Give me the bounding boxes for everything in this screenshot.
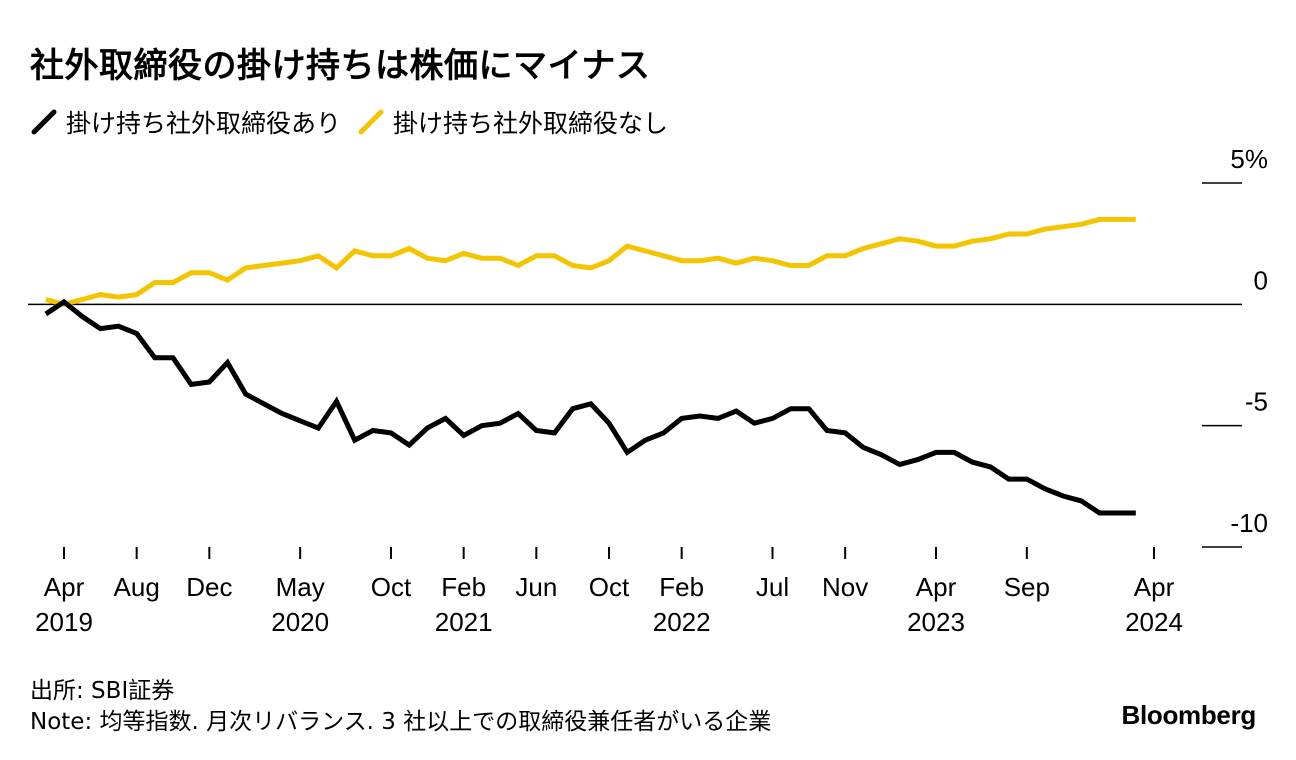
- x-tick-label-month-0: Apr: [44, 572, 85, 602]
- x-tick-label-month-10: Nov: [822, 572, 868, 602]
- legend-swatch-without: [358, 109, 384, 135]
- x-tick-label-month-4: Oct: [371, 572, 412, 602]
- x-tick-label-month-6: Jun: [515, 572, 557, 602]
- x-tick-label-month-13: Apr: [1134, 572, 1175, 602]
- y-tick-label-2: -5: [1245, 387, 1268, 417]
- x-tick-label-year-0: 2019: [35, 607, 93, 637]
- legend-label-with: 掛け持ち社外取締役あり: [66, 109, 342, 138]
- bloomberg-logo: Bloomberg: [1121, 700, 1256, 730]
- x-tick-label-month-7: Oct: [589, 572, 630, 602]
- legend-swatch-with: [31, 109, 57, 135]
- x-tick-label-month-2: Dec: [186, 572, 232, 602]
- note-text: Note: 均等指数. 月次リバランス. 3 社以上での取締役兼任者がいる企業: [30, 709, 772, 735]
- x-tick-label-year-13: 2024: [1125, 607, 1183, 637]
- series-line-with: [44, 298, 1136, 516]
- x-tick-label-year-5: 2021: [435, 607, 493, 637]
- source-block: 出所: SBI証券 Note: 均等指数. 月次リバランス. 3 社以上での取締…: [30, 676, 771, 738]
- x-tick-label-month-12: Sep: [1004, 572, 1050, 602]
- source-text: 出所: SBI証券: [30, 678, 175, 704]
- x-tick-label-month-5: Feb: [441, 572, 486, 602]
- y-tick-label-0: 5%: [1230, 144, 1268, 174]
- x-tick-label-month-1: Aug: [114, 572, 160, 602]
- x-tick-label-month-11: Apr: [916, 572, 957, 602]
- series-line-without: [45, 216, 1136, 307]
- legend-label-without: 掛け持ち社外取締役なし: [393, 109, 669, 138]
- legend-item-with: 掛け持ち社外取締役あり: [30, 104, 341, 140]
- x-tick-label-month-9: Jul: [756, 572, 789, 602]
- x-tick-label-month-3: May: [276, 572, 325, 602]
- x-tick-label-year-3: 2020: [271, 607, 329, 637]
- legend-item-without: 掛け持ち社外取締役なし: [357, 104, 668, 140]
- legend: 掛け持ち社外取締役あり 掛け持ち社外取締役なし: [30, 104, 684, 140]
- x-tick-label-year-11: 2023: [907, 607, 965, 637]
- x-tick-label-year-8: 2022: [653, 607, 711, 637]
- y-tick-label-3: -10: [1230, 508, 1268, 538]
- x-tick-label-month-8: Feb: [659, 572, 704, 602]
- chart-title: 社外取締役の掛け持ちは株価にマイナス: [30, 46, 651, 86]
- y-tick-label-1: 0: [1254, 265, 1268, 295]
